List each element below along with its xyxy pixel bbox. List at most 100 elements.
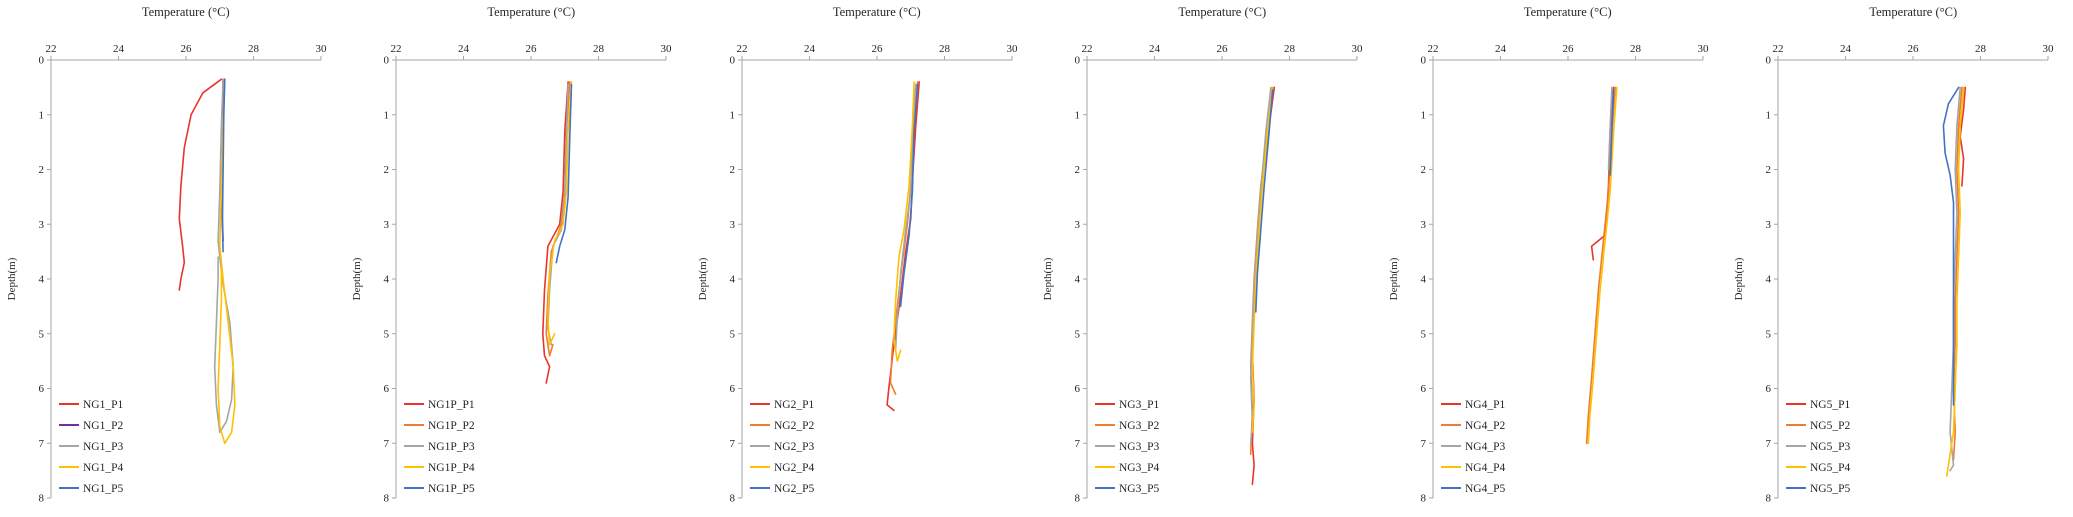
x-tick-label: 24: [1840, 43, 1852, 55]
series-NG5_P5: [1942, 86, 1960, 406]
legend-label: NG1P_P3: [428, 441, 475, 453]
chart-title: Temperature (°C): [1523, 5, 1612, 19]
series-NG4_P4: [1587, 86, 1618, 445]
y-tick-label: 1: [1075, 109, 1081, 121]
legend-label: NG4_P5: [1465, 483, 1506, 495]
y-tick-label: 6: [729, 383, 735, 395]
y-tick-label: 8: [38, 493, 44, 505]
series-NG3_P5: [1255, 89, 1274, 313]
y-tick-label: 6: [384, 383, 390, 395]
x-tick-label: 26: [180, 43, 192, 55]
y-tick-label: 7: [38, 438, 44, 450]
y-tick-label: 3: [384, 219, 390, 231]
legend-label: NG5_P4: [1810, 462, 1851, 474]
y-tick-label: 8: [1420, 493, 1426, 505]
legend-label: NG3_P2: [1119, 420, 1160, 432]
legend-label: NG1P_P4: [428, 462, 475, 474]
legend-label: NG2_P1: [774, 399, 815, 411]
chart-plot-ng5: 22 24 26 28 30 0 1 2 3 4 5 6 7 8 Depth(m) NG5_P1 NG5_P2 N…: [1733, 43, 2055, 505]
legend-label: NG2_P2: [774, 420, 815, 432]
y-tick-label: 5: [38, 328, 44, 340]
chart-panel-ng1p: Temperature (°C) 22 24 26 28 30 0 1 2 3 4 5 6 7 8 Dept…: [346, 0, 692, 514]
series-NG3_P3: [1250, 86, 1272, 445]
series-NG1_P5: [221, 78, 226, 253]
chart-plot-ng1p: 22 24 26 28 30 0 1 2 3 4 5 6 7 8 Depth(m) NG1P_P1 NG1P_P…: [351, 43, 673, 505]
y-tick-label: 6: [38, 383, 44, 395]
y-tick-label: 0: [729, 55, 735, 67]
x-tick-label: 30: [315, 43, 327, 55]
y-tick-label: 0: [1766, 55, 1772, 67]
x-tick-label: 30: [1006, 43, 1018, 55]
series-NG1_P1: [178, 78, 222, 291]
chart-plot-ng3: 22 24 26 28 30 0 1 2 3 4 5 6 7 8 Depth(m) NG3_P1 NG3_P2 N…: [1042, 43, 1364, 505]
y-axis-label: Depth(m): [1733, 257, 1745, 300]
x-tick-label: 24: [804, 43, 816, 55]
y-tick-label: 2: [1075, 164, 1081, 176]
y-tick-label: 7: [729, 438, 735, 450]
legend-label: NG1_P3: [83, 441, 124, 453]
legend-label: NG5_P2: [1810, 420, 1851, 432]
legend-label: NG4_P2: [1465, 420, 1506, 432]
x-tick-label: 30: [661, 43, 673, 55]
y-tick-label: 6: [1420, 383, 1426, 395]
y-tick-label: 3: [1420, 219, 1426, 231]
series-NG1P_P5: [555, 83, 573, 264]
legend-label: NG5_P3: [1810, 441, 1851, 453]
y-axis-label: Depth(m): [6, 257, 18, 300]
x-tick-label: 26: [871, 43, 883, 55]
y-tick-label: 2: [384, 164, 390, 176]
series-NG2_P5: [899, 83, 919, 308]
y-tick-label: 2: [1766, 164, 1772, 176]
legend-label: NG4_P3: [1465, 441, 1506, 453]
y-tick-label: 8: [384, 493, 390, 505]
y-tick-label: 7: [1766, 438, 1772, 450]
chart-plot-ng1: 22 24 26 28 30 0 1 2 3 4 5 6 7 8 Depth(m) NG1_P1 NG1_P2 N…: [6, 43, 327, 505]
y-axis-label: Depth(m): [351, 257, 363, 300]
y-tick-label: 5: [1766, 328, 1772, 340]
legend-label: NG1P_P2: [428, 420, 475, 432]
y-tick-label: 3: [1075, 219, 1081, 231]
chart-title: Temperature (°C): [141, 5, 230, 19]
legend-label: NG4_P4: [1465, 462, 1506, 474]
x-tick-label: 30: [1352, 43, 1364, 55]
series-NG1_P3: [213, 78, 234, 434]
x-tick-label: 28: [939, 43, 951, 55]
y-tick-label: 0: [1420, 55, 1426, 67]
chart-panel-ng4: Temperature (°C) 22 24 26 28 30 0 1 2 3 4 5 6 7 8 Dept…: [1382, 0, 1728, 514]
y-tick-label: 2: [38, 164, 44, 176]
y-tick-label: 1: [384, 109, 390, 121]
x-tick-label: 24: [458, 43, 470, 55]
x-tick-label: 22: [1082, 43, 1093, 55]
legend-label: NG2_P4: [774, 462, 815, 474]
x-tick-label: 28: [1975, 43, 1987, 55]
legend-label: NG5_P1: [1810, 399, 1851, 411]
x-tick-label: 22: [736, 43, 747, 55]
chart-title: Temperature (°C): [1869, 5, 1958, 19]
legend-label: NG3_P4: [1119, 462, 1160, 474]
y-tick-label: 1: [38, 109, 44, 121]
y-tick-label: 6: [1075, 383, 1081, 395]
y-axis-label: Depth(m): [697, 257, 709, 300]
series-NG4_P5: [1609, 89, 1615, 176]
x-tick-label: 22: [1773, 43, 1784, 55]
y-tick-label: 2: [1420, 164, 1426, 176]
series-NG4_P3: [1607, 86, 1613, 171]
legend-label: NG2_P3: [774, 441, 815, 453]
chart-panel-ng2: Temperature (°C) 22 24 26 28 30 0 1 2 3 4 5 6 7 8 Dept…: [691, 0, 1037, 514]
y-tick-label: 7: [1420, 438, 1426, 450]
x-tick-label: 30: [1697, 43, 1709, 55]
x-tick-label: 28: [1284, 43, 1296, 55]
chart-panel-ng5: Temperature (°C) 22 24 26 28 30 0 1 2 3 4 5 6 7 8 Dept…: [1728, 0, 2073, 514]
y-tick-label: 0: [1075, 55, 1081, 67]
x-tick-label: 24: [113, 43, 125, 55]
chart-panel-ng3: Temperature (°C) 22 24 26 28 30 0 1 2 3 4 5 6 7 8 Dept…: [1037, 0, 1383, 514]
y-tick-label: 5: [1420, 328, 1426, 340]
legend-label: NG4_P1: [1465, 399, 1506, 411]
series-NG1P_P4: [547, 81, 573, 346]
y-tick-label: 5: [729, 328, 735, 340]
x-tick-label: 30: [2043, 43, 2055, 55]
y-axis-label: Depth(m): [1388, 257, 1400, 300]
y-tick-label: 4: [384, 274, 390, 286]
series-NG5_P4: [1946, 86, 1965, 477]
x-tick-label: 28: [248, 43, 260, 55]
